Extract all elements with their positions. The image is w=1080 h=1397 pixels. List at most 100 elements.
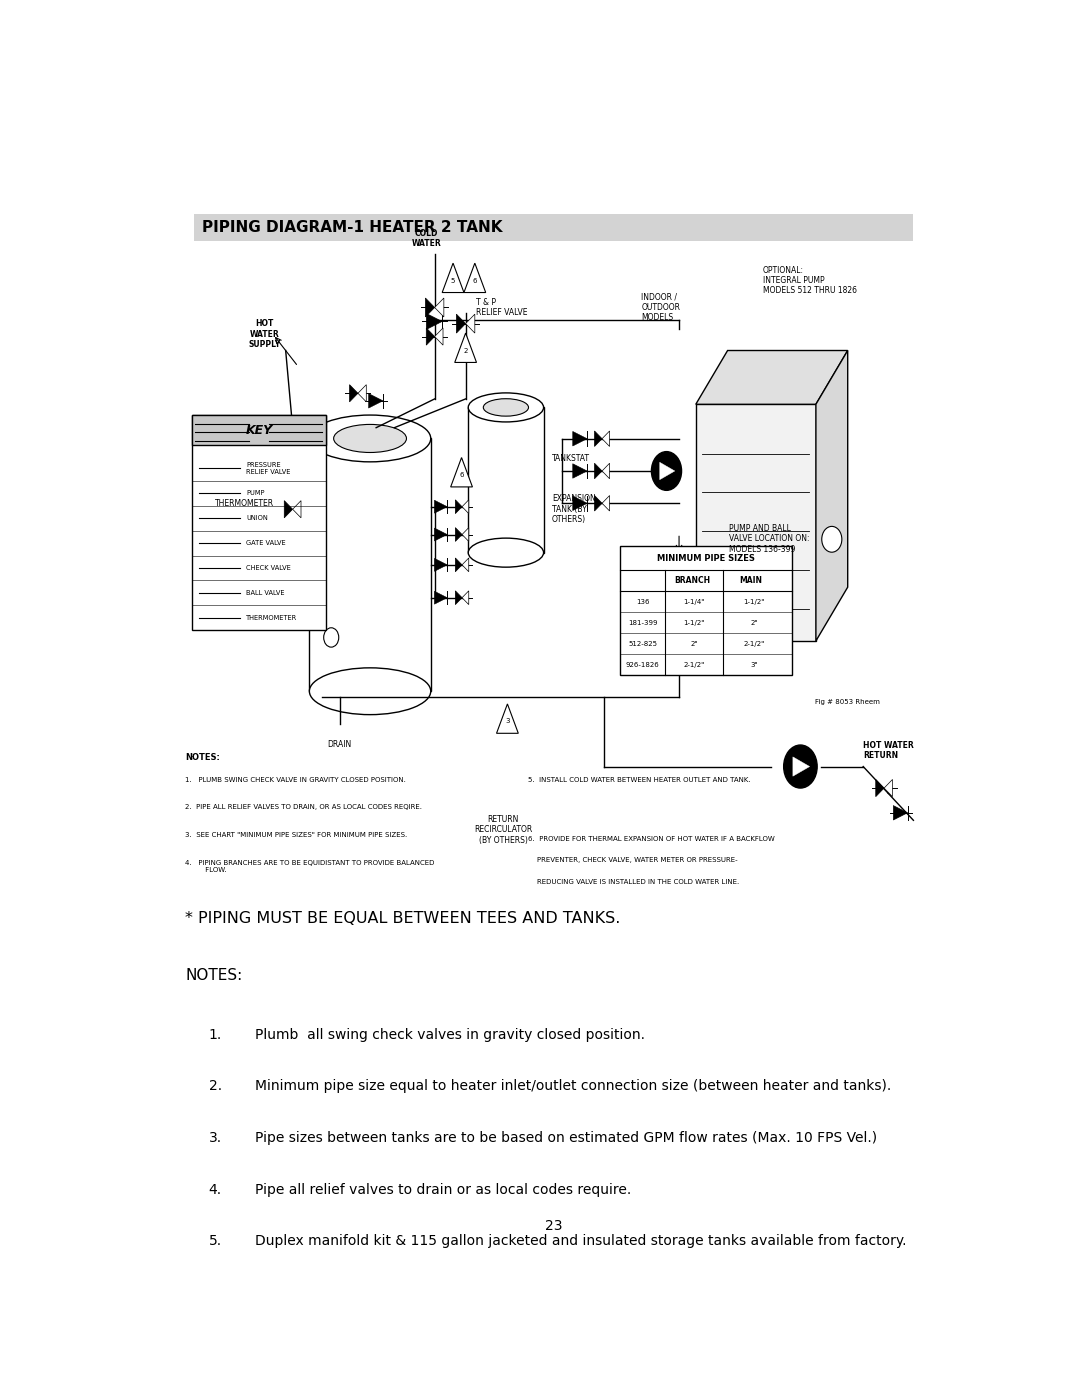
Text: NOTES:: NOTES: [186, 968, 243, 983]
Text: 1-1/2": 1-1/2" [744, 599, 765, 605]
Polygon shape [660, 462, 675, 479]
Circle shape [822, 527, 841, 552]
Text: 1-1/4": 1-1/4" [684, 599, 705, 605]
Text: Duplex manifold kit & 115 gallon jacketed and insulated storage tanks available : Duplex manifold kit & 115 gallon jackete… [255, 1234, 906, 1248]
Text: UNION: UNION [246, 515, 268, 521]
Ellipse shape [309, 415, 431, 462]
Text: 2.  PIPE ALL RELIEF VALVES TO DRAIN, OR AS LOCAL CODES REQIRE.: 2. PIPE ALL RELIEF VALVES TO DRAIN, OR A… [186, 805, 422, 810]
Text: Plumb  all swing check valves in gravity closed position.: Plumb all swing check valves in gravity … [255, 1028, 645, 1042]
Polygon shape [462, 557, 469, 571]
Circle shape [651, 451, 681, 490]
Text: 1.   PLUMB SWING CHECK VALVE IN GRAVITY CLOSED POSITION.: 1. PLUMB SWING CHECK VALVE IN GRAVITY CL… [186, 777, 406, 782]
Ellipse shape [334, 425, 406, 453]
Polygon shape [450, 458, 472, 488]
Text: KEY: KEY [245, 423, 272, 437]
Polygon shape [456, 528, 462, 542]
Polygon shape [602, 464, 609, 479]
Text: DRAIN: DRAIN [327, 739, 352, 749]
Polygon shape [594, 430, 602, 447]
Polygon shape [442, 263, 464, 292]
Text: BRANCH: BRANCH [675, 576, 711, 585]
Text: 6: 6 [459, 472, 463, 478]
Text: 1.: 1. [208, 1028, 221, 1042]
Ellipse shape [309, 668, 431, 715]
Polygon shape [572, 464, 588, 478]
Polygon shape [426, 298, 434, 317]
Polygon shape [572, 432, 588, 446]
Text: EXPANSION
TANK (BY
OTHERS): EXPANSION TANK (BY OTHERS) [552, 495, 596, 524]
Polygon shape [434, 328, 443, 345]
Text: Fig # 8053 Rheem: Fig # 8053 Rheem [815, 698, 880, 704]
Text: BALL VALVE: BALL VALVE [246, 590, 285, 597]
Polygon shape [885, 780, 892, 796]
Polygon shape [464, 263, 486, 292]
Text: 2": 2" [690, 641, 698, 647]
Text: 5: 5 [450, 278, 456, 284]
Bar [309, 439, 431, 692]
Text: PUMP AND BALL
VALVE LOCATION ON:
MODELS 136-399: PUMP AND BALL VALVE LOCATION ON: MODELS … [729, 524, 810, 553]
Text: PREVENTER, CHECK VALVE, WATER METER OR PRESSURE-: PREVENTER, CHECK VALVE, WATER METER OR P… [528, 858, 738, 863]
Text: PIPING DIAGRAM-1 HEATER 2 TANK: PIPING DIAGRAM-1 HEATER 2 TANK [202, 219, 502, 235]
Text: * PIPING MUST BE EQUAL BETWEEN TEES AND TANKS.: * PIPING MUST BE EQUAL BETWEEN TEES AND … [186, 911, 621, 926]
Ellipse shape [484, 398, 528, 416]
Polygon shape [594, 464, 602, 479]
Bar [469, 408, 543, 553]
Polygon shape [602, 430, 609, 447]
Text: 4.: 4. [208, 1182, 221, 1196]
Polygon shape [696, 404, 815, 641]
Text: MAIN: MAIN [740, 576, 762, 585]
Polygon shape [456, 557, 462, 571]
Polygon shape [696, 351, 848, 404]
Text: OPTIONAL:
INTEGRAL PUMP
MODELS 512 THRU 1826: OPTIONAL: INTEGRAL PUMP MODELS 512 THRU … [762, 265, 856, 296]
Polygon shape [284, 500, 293, 518]
Text: 2-1/2": 2-1/2" [684, 662, 705, 668]
Text: COLD
WATER: COLD WATER [411, 229, 441, 249]
Text: 2.: 2. [208, 1080, 221, 1094]
Text: Minimum pipe size equal to heater inlet/outlet connection size (between heater a: Minimum pipe size equal to heater inlet/… [255, 1080, 891, 1094]
Polygon shape [434, 528, 447, 541]
Polygon shape [876, 780, 885, 796]
Text: 181-399: 181-399 [627, 620, 658, 626]
Text: PUMP: PUMP [246, 490, 265, 496]
Text: PRESSURE
RELIEF VALVE: PRESSURE RELIEF VALVE [246, 462, 291, 475]
Text: 6.  PROVIDE FOR THERMAL EXPANSION OF HOT WATER IF A BACKFLOW: 6. PROVIDE FOR THERMAL EXPANSION OF HOT … [528, 835, 775, 841]
Text: 926-1826: 926-1826 [626, 662, 660, 668]
Ellipse shape [469, 538, 543, 567]
Text: 5.  INSTALL COLD WATER BETWEEN HEATER OUTLET AND TANK.: 5. INSTALL COLD WATER BETWEEN HEATER OUT… [528, 777, 751, 782]
Text: Pipe all relief valves to drain or as local codes require.: Pipe all relief valves to drain or as lo… [255, 1182, 632, 1196]
Polygon shape [350, 384, 357, 402]
Polygon shape [462, 528, 469, 542]
Text: CHECK VALVE: CHECK VALVE [246, 564, 292, 571]
Polygon shape [368, 394, 383, 408]
Polygon shape [457, 314, 465, 332]
Polygon shape [815, 351, 848, 641]
Text: 6: 6 [473, 278, 477, 284]
Text: THERMOMETER: THERMOMETER [215, 499, 273, 509]
Polygon shape [427, 328, 434, 345]
Bar [193, 214, 914, 240]
Polygon shape [465, 314, 475, 332]
Text: 136: 136 [636, 599, 649, 605]
Text: GATE VALVE: GATE VALVE [246, 541, 286, 546]
Polygon shape [572, 496, 588, 510]
Polygon shape [462, 500, 469, 514]
Text: 4.   PIPING BRANCHES ARE TO BE EQUIDISTANT TO PROVIDE BALANCED
         FLOW.: 4. PIPING BRANCHES ARE TO BE EQUIDISTANT… [186, 861, 435, 873]
Polygon shape [594, 496, 602, 511]
Text: INDOOR /
OUTDOOR
MODELS: INDOOR / OUTDOOR MODELS [642, 292, 680, 323]
Polygon shape [427, 313, 442, 330]
Text: 3.  SEE CHART "MINIMUM PIPE SIZES" FOR MINIMUM PIPE SIZES.: 3. SEE CHART "MINIMUM PIPE SIZES" FOR MI… [186, 833, 407, 838]
Polygon shape [497, 704, 518, 733]
Polygon shape [456, 591, 462, 605]
Bar [192, 415, 326, 446]
Polygon shape [357, 384, 366, 402]
Text: THERMOMETER: THERMOMETER [246, 615, 298, 620]
Text: 23: 23 [544, 1220, 563, 1234]
Bar [192, 415, 326, 630]
Text: 5.: 5. [208, 1234, 221, 1248]
Ellipse shape [469, 393, 543, 422]
Text: 2-1/2": 2-1/2" [744, 641, 765, 647]
Text: HOT WATER
RETURN: HOT WATER RETURN [863, 740, 914, 760]
Text: NOTES:: NOTES: [186, 753, 220, 761]
Text: T & P
RELIEF VALVE: T & P RELIEF VALVE [475, 298, 527, 317]
Polygon shape [455, 332, 476, 362]
